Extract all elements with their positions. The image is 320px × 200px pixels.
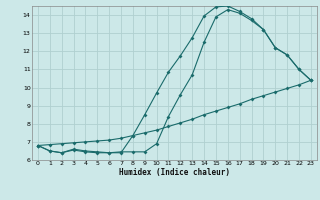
X-axis label: Humidex (Indice chaleur): Humidex (Indice chaleur) (119, 168, 230, 177)
